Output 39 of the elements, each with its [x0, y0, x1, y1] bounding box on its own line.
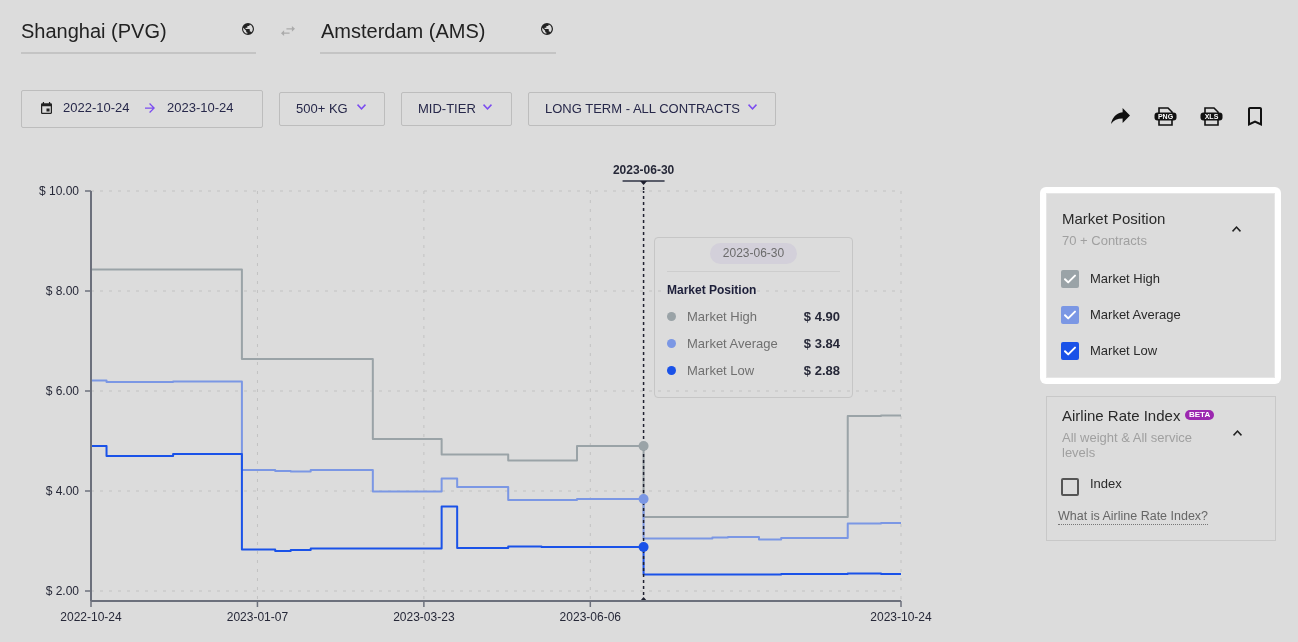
- ref-line-label: 2023-06-30: [612, 163, 675, 177]
- text: Airline Rate Index: [1062, 407, 1181, 425]
- annotation: $ 2.88: [803, 362, 840, 379]
- y-tick-label: $ 6.00: [45, 384, 80, 399]
- annotation: $ 3.84: [803, 335, 840, 352]
- text: Market High: [1090, 271, 1161, 286]
- text: Market Average: [1090, 307, 1181, 322]
- text: 2023-10-24: [167, 100, 234, 116]
- text: Index: [1090, 476, 1122, 492]
- text: 2022-10-24: [63, 100, 130, 116]
- point: [638, 542, 649, 552]
- annotation: $ 4.90: [803, 308, 840, 325]
- x-tick-label: 2023-10-24: [870, 609, 933, 624]
- legend-label: Market Low: [687, 362, 755, 379]
- x-tick-label: 2022-10-24: [60, 609, 123, 624]
- x-tick-label: 2023-01-07: [226, 609, 289, 624]
- point: [638, 441, 649, 451]
- y-tick-label: $ 4.00: [45, 484, 80, 499]
- text: Amsterdam (AMS): [321, 19, 486, 43]
- text: All weight & All service levels: [1062, 430, 1194, 460]
- text: 500+ KG: [296, 101, 348, 117]
- text: MID-TIER: [418, 101, 476, 117]
- text: BETA: [1185, 410, 1215, 420]
- y-tick-label: $ 8.00: [45, 284, 80, 299]
- text: Market Low: [1090, 343, 1158, 358]
- x-tick-label: 2023-06-06: [559, 609, 622, 624]
- text: 70 + Contracts: [1062, 233, 1147, 249]
- y-tick-label: $ 10.00: [38, 184, 80, 199]
- text: Shanghai (PVG): [21, 19, 167, 43]
- x-tick-label: 2023-03-23: [393, 609, 455, 624]
- legend-title: Market Position: [667, 282, 757, 298]
- text: What is Airline Rate Index?: [1058, 509, 1209, 525]
- y-tick-label: $ 2.00: [45, 584, 80, 599]
- text: LONG TERM - ALL CONTRACTS: [545, 101, 741, 117]
- legend-label: Market High: [687, 308, 758, 325]
- point: [638, 494, 649, 504]
- text: Market Position: [1062, 210, 1166, 227]
- text: 2023-06-30: [722, 246, 785, 260]
- legend-label: Market Average: [687, 335, 778, 352]
